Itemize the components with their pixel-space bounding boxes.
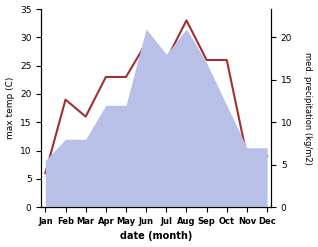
Y-axis label: med. precipitation (kg/m2): med. precipitation (kg/m2) xyxy=(303,52,313,165)
X-axis label: date (month): date (month) xyxy=(120,231,192,242)
Y-axis label: max temp (C): max temp (C) xyxy=(5,77,15,139)
